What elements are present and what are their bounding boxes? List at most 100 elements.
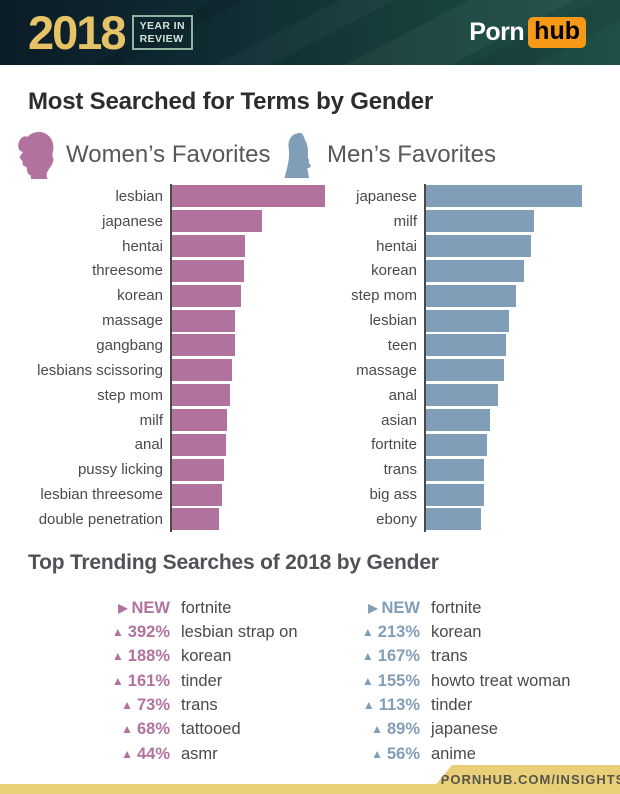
trending-item: ▲ 89% japanese bbox=[348, 718, 570, 742]
bar-track bbox=[424, 308, 620, 334]
bar-row: hentai bbox=[332, 233, 620, 259]
bar-label: lesbian bbox=[369, 312, 417, 330]
bar bbox=[426, 334, 506, 357]
bar-row: massage bbox=[332, 357, 620, 383]
up-arrow-icon: ▲ bbox=[111, 649, 124, 664]
bar-label: lesbian bbox=[115, 187, 163, 205]
bar-row: lesbian bbox=[0, 184, 332, 209]
bar-label: anal bbox=[134, 436, 163, 454]
trend-term: tinder bbox=[181, 671, 223, 690]
bar-row: ebony bbox=[332, 506, 620, 532]
trend-change: ▲ 113% bbox=[348, 696, 420, 715]
trend-change-value: 73% bbox=[136, 696, 170, 715]
bar-row: japanese bbox=[0, 208, 332, 234]
year-in-review-box: YEAR IN REVIEW bbox=[131, 15, 193, 50]
pornhub-logo: Porn hub bbox=[469, 17, 586, 48]
bar-label: milf bbox=[393, 212, 417, 230]
up-arrow-icon: ▲ bbox=[361, 673, 374, 688]
tagline-line2: REVIEW bbox=[139, 32, 184, 45]
bar-row: gangbang bbox=[0, 333, 332, 358]
trend-change: ▲ 167% bbox=[348, 647, 420, 666]
bar-track bbox=[424, 233, 620, 259]
bar-row: fortnite bbox=[332, 432, 620, 458]
up-arrow-icon: ▲ bbox=[362, 698, 375, 713]
new-entry-icon: ▶ bbox=[368, 600, 378, 615]
bar-label: korean bbox=[371, 262, 417, 280]
legend-women-label: Women’s Favorites bbox=[66, 140, 271, 168]
legend-women: Women’s Favorites bbox=[17, 130, 271, 179]
bar bbox=[172, 259, 244, 282]
trending-item: ▲ 56% anime bbox=[348, 742, 570, 766]
trend-change-value: 155% bbox=[377, 671, 420, 690]
footer-url: PORNHUB.COM/INSIGHTS bbox=[440, 772, 620, 787]
trend-change: ▲ 89% bbox=[348, 720, 420, 739]
bar-row: threesome bbox=[0, 258, 332, 284]
bar bbox=[426, 309, 509, 332]
trend-change-value: 68% bbox=[136, 720, 170, 739]
trend-term: korean bbox=[181, 647, 232, 666]
bar bbox=[426, 384, 498, 407]
bar bbox=[172, 384, 231, 407]
bar-label: korean bbox=[117, 287, 163, 305]
bar-row: double penetration bbox=[0, 506, 332, 532]
trend-term: fortnite bbox=[431, 598, 482, 617]
bar-row: step mom bbox=[332, 283, 620, 309]
bar-track bbox=[424, 457, 620, 483]
bar-label: japanese bbox=[356, 187, 417, 205]
bar-row: anal bbox=[0, 432, 332, 458]
trend-change: ▲ 68% bbox=[78, 720, 170, 739]
bar bbox=[172, 185, 325, 208]
trend-change: ▲ 392% bbox=[78, 623, 170, 642]
bar bbox=[426, 458, 484, 481]
men-bar-chart: japanese milf hentai korean step mom lesbian t… bbox=[332, 184, 620, 532]
bar-row: trans bbox=[332, 457, 620, 483]
up-arrow-icon: ▲ bbox=[371, 722, 383, 737]
trending-item: ▲ 113% tinder bbox=[348, 693, 570, 717]
bar-track bbox=[424, 506, 620, 532]
trend-term: trans bbox=[431, 647, 468, 666]
logo-porn-text: Porn bbox=[469, 18, 525, 46]
bar-row: korean bbox=[332, 258, 620, 284]
trend-term: korean bbox=[431, 622, 482, 641]
trending-item: ▲ 68% tattooed bbox=[78, 718, 298, 742]
bar-row: lesbian bbox=[332, 308, 620, 334]
bar-label: hentai bbox=[376, 237, 417, 255]
bar-track bbox=[170, 333, 332, 358]
trend-change: ▲ 155% bbox=[348, 672, 420, 691]
trending-item: ▲ 155% howto treat woman bbox=[348, 669, 571, 693]
trending-section-title: Top Trending Searches of 2018 by Gender bbox=[28, 550, 439, 574]
bar bbox=[172, 433, 226, 456]
bar-track bbox=[424, 382, 620, 408]
year-label: 2018 bbox=[28, 6, 127, 59]
bar-label: lesbians scissoring bbox=[37, 361, 163, 379]
bar bbox=[426, 235, 531, 258]
trend-term: japanese bbox=[431, 720, 498, 739]
bar-track bbox=[170, 407, 332, 433]
bar-row: milf bbox=[332, 208, 620, 234]
bar-label: massage bbox=[356, 361, 417, 379]
trending-item: ▲ 167% trans bbox=[348, 645, 570, 669]
trend-change: ▲ 213% bbox=[348, 623, 420, 642]
bar-track bbox=[424, 333, 620, 358]
trending-item: ▲ 213% korean bbox=[348, 620, 570, 644]
trending-women-list: ▶ NEW fortnite ▲ 392% lesbian strap on ▲ 188% ko… bbox=[78, 596, 298, 767]
bar-row: anal bbox=[332, 382, 620, 408]
bar-track bbox=[170, 457, 332, 483]
trend-change-value: 44% bbox=[136, 744, 170, 763]
bar bbox=[172, 235, 246, 258]
footer-strip bbox=[0, 784, 620, 794]
bar bbox=[172, 334, 235, 357]
year-in-review-badge: 2018 YEAR IN REVIEW bbox=[28, 9, 193, 56]
bar-label: asian bbox=[381, 411, 417, 429]
bar-track bbox=[170, 308, 332, 334]
up-arrow-icon: ▲ bbox=[121, 722, 133, 737]
trending-item: ▲ 188% korean bbox=[78, 645, 298, 669]
bar-label: threesome bbox=[92, 262, 163, 280]
bar-track bbox=[170, 208, 332, 234]
trend-term: lesbian strap on bbox=[181, 622, 298, 641]
bar-track bbox=[424, 283, 620, 309]
trend-change-value: 161% bbox=[127, 671, 170, 690]
bar-track bbox=[170, 233, 332, 259]
trend-change-value: NEW bbox=[381, 598, 421, 617]
